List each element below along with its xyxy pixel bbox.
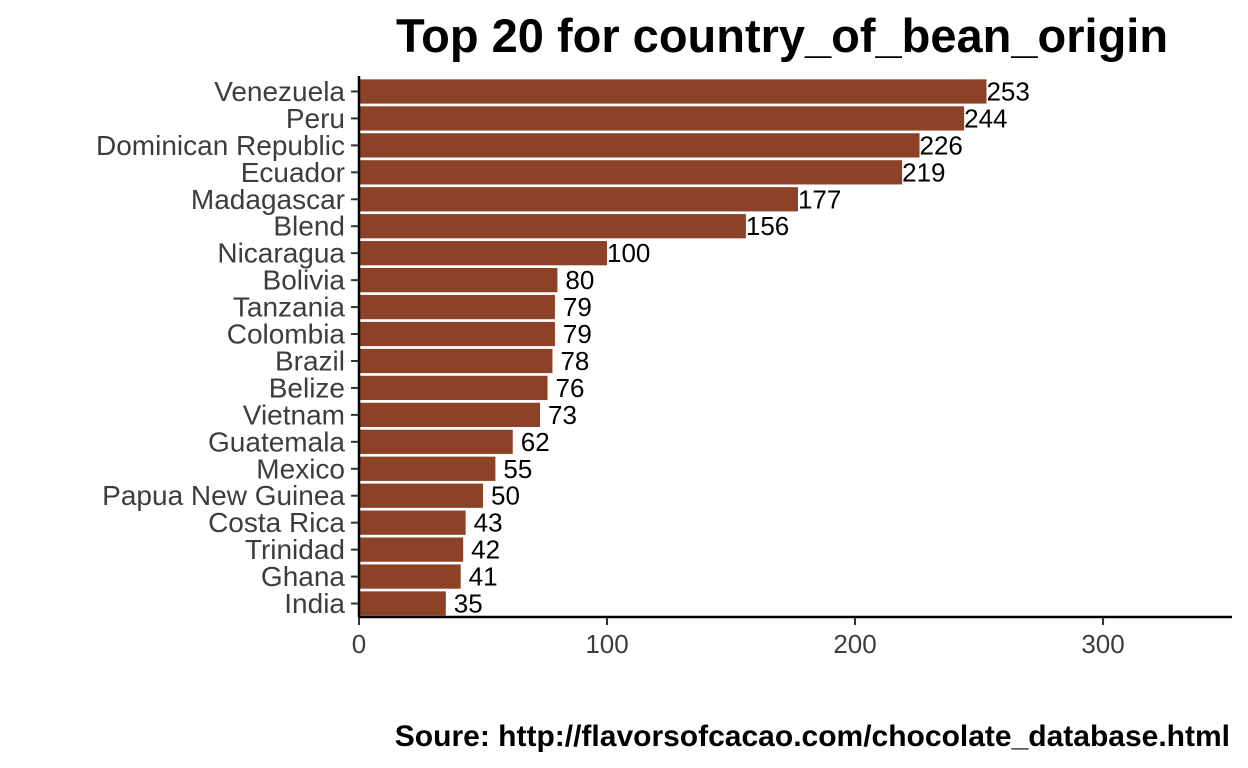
category-label: Papua New Guinea <box>102 480 345 511</box>
x-axis-ticks: 0 100 200 300 <box>352 617 1125 659</box>
bars-group <box>359 79 987 616</box>
data-label: 78 <box>560 346 589 376</box>
x-tick-label: 200 <box>833 629 876 659</box>
data-label: 55 <box>503 454 532 484</box>
bar-trinidad <box>359 537 464 562</box>
data-label: 219 <box>902 157 945 187</box>
category-label: Ecuador <box>241 157 345 188</box>
bar-madagascar <box>359 187 798 212</box>
data-label: 79 <box>563 319 592 349</box>
bar-india <box>359 591 446 616</box>
bar-tanzania <box>359 294 555 320</box>
bar-ecuador <box>359 160 903 185</box>
bar-colombia <box>359 321 555 347</box>
category-label: Tanzania <box>233 292 346 323</box>
data-label: 253 <box>986 76 1029 106</box>
category-label: Colombia <box>227 319 346 350</box>
x-tick-label: 0 <box>352 629 366 659</box>
data-label: 226 <box>920 130 963 160</box>
category-label: Ghana <box>261 561 345 592</box>
bar-bolivia <box>359 267 558 293</box>
bar-guatemala <box>359 429 513 454</box>
bar-peru <box>359 106 965 131</box>
bar-brazil <box>359 348 553 374</box>
data-label: 244 <box>964 103 1007 133</box>
bar-dominican-republic <box>359 133 920 158</box>
data-label: 177 <box>798 184 841 214</box>
category-label: Costa Rica <box>208 507 345 538</box>
x-tick-label: 100 <box>585 629 628 659</box>
data-label: 156 <box>746 211 789 241</box>
y-axis-ticks <box>351 90 359 605</box>
data-label: 79 <box>563 292 592 322</box>
x-tick-label: 300 <box>1081 629 1124 659</box>
category-label: Peru <box>286 103 345 134</box>
chart-title: Top 20 for country_of_bean_origin <box>396 9 1168 62</box>
category-label: Vietnam <box>243 399 345 430</box>
data-label: 35 <box>454 589 483 619</box>
category-label: Trinidad <box>245 534 345 565</box>
bar-belize <box>359 375 548 401</box>
category-label: Mexico <box>256 453 345 484</box>
category-label: Blend <box>273 211 345 242</box>
chart-caption: Soure: http://flavorsofcacao.com/chocola… <box>395 720 1230 753</box>
bar-nicaragua <box>359 241 608 266</box>
bar-venezuela <box>359 79 987 104</box>
data-label: 100 <box>607 238 650 268</box>
data-label: 50 <box>491 481 520 511</box>
data-label: 80 <box>565 265 594 295</box>
bar-papua-new-guinea <box>359 483 484 508</box>
data-label: 76 <box>555 373 584 403</box>
category-label: Nicaragua <box>217 238 345 269</box>
data-label: 62 <box>521 427 550 457</box>
category-label: Venezuela <box>214 76 345 107</box>
bar-ghana <box>359 564 461 589</box>
data-label: 41 <box>469 562 498 592</box>
bar-vietnam <box>359 402 541 428</box>
category-label: Bolivia <box>263 265 346 296</box>
bar-costa-rica <box>359 510 466 535</box>
category-label: Belize <box>269 372 345 403</box>
category-label: Madagascar <box>191 184 345 215</box>
category-label: India <box>284 588 345 619</box>
data-label: 42 <box>471 535 500 565</box>
data-label: 43 <box>474 508 503 538</box>
bar-blend <box>359 214 746 239</box>
bar-mexico <box>359 456 496 481</box>
data-label: 73 <box>548 400 577 430</box>
category-label: Brazil <box>275 345 345 376</box>
data-labels: 2532442262191771561008079797876736255504… <box>454 76 1030 618</box>
category-label: Guatemala <box>208 426 345 457</box>
category-label: Dominican Republic <box>96 130 345 161</box>
